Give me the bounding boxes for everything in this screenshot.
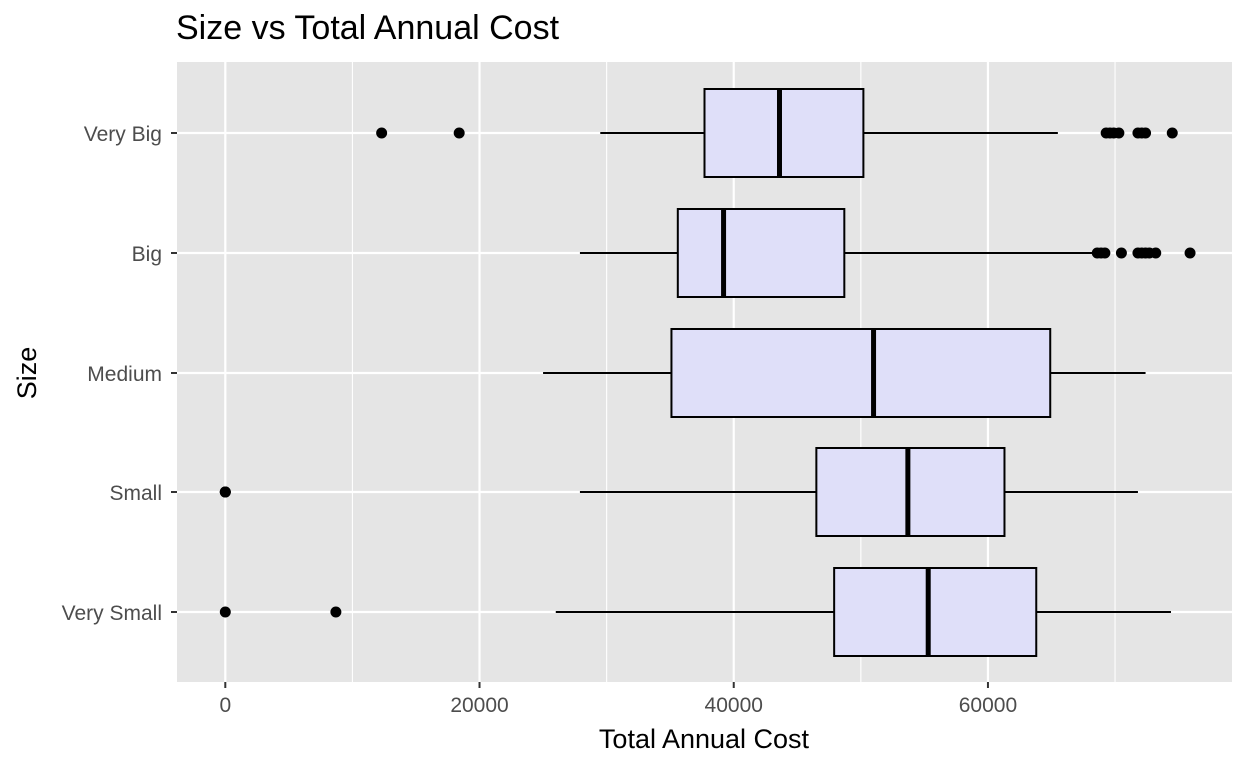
y-tick-label-very-big: Very Big [84,123,162,146]
y-tick-label-big: Big [132,243,162,266]
outlier-point [1184,247,1196,259]
x-tick-label: 40000 [705,694,763,717]
box-group-very-big [376,88,1178,178]
outlier-point [1166,127,1178,139]
x-tick-label: 60000 [959,694,1017,717]
x-tick-label: 20000 [450,694,508,717]
box-group-medium [543,328,1146,418]
box [815,447,1006,537]
outlier-point [219,486,231,498]
outlier-point [453,127,465,139]
outlier-point [1150,247,1162,259]
chart-title: Size vs Total Annual Cost [176,9,560,47]
box [703,88,865,178]
outlier-point [1140,127,1152,139]
x-axis-title: Total Annual Cost [599,724,810,754]
outlier-point [330,606,342,618]
box [676,208,846,298]
box [670,328,1052,418]
box-group-big [579,208,1196,298]
outlier-point [376,127,388,139]
outlier-point [1099,247,1111,259]
y-tick-label-very-small: Very Small [62,602,162,625]
axes: 0 20000 40000 60000 Very Big Big Medium Small Ve… [62,123,1018,717]
y-axis-title: Size [12,347,42,400]
y-tick-label-small: Small [109,482,162,505]
box-group-very-small [219,567,1171,657]
outlier-point [1115,247,1127,259]
y-tick-label-medium: Medium [87,363,162,386]
outlier-point [219,606,231,618]
box-group-small [219,447,1138,537]
outlier-point [1113,127,1125,139]
x-tick-label: 0 [219,694,231,717]
box-layer [219,88,1196,657]
box [833,567,1038,657]
